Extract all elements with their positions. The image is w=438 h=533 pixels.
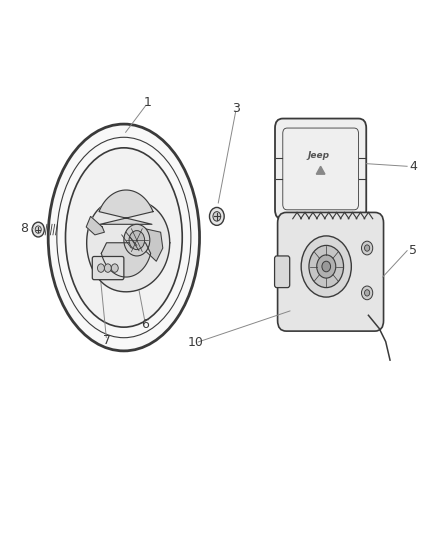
Polygon shape xyxy=(86,216,104,235)
Circle shape xyxy=(364,290,370,296)
FancyBboxPatch shape xyxy=(278,213,384,331)
Circle shape xyxy=(129,231,145,249)
Text: 7: 7 xyxy=(102,334,110,347)
Circle shape xyxy=(35,226,41,233)
FancyBboxPatch shape xyxy=(92,256,124,280)
Circle shape xyxy=(111,264,118,272)
Circle shape xyxy=(98,264,104,272)
FancyBboxPatch shape xyxy=(275,118,366,219)
Circle shape xyxy=(361,241,373,255)
Text: 5: 5 xyxy=(409,244,417,257)
Circle shape xyxy=(317,255,336,278)
Circle shape xyxy=(213,212,221,221)
Circle shape xyxy=(322,261,331,272)
Polygon shape xyxy=(316,166,325,174)
Ellipse shape xyxy=(48,124,200,351)
Circle shape xyxy=(364,245,370,251)
Text: 3: 3 xyxy=(233,102,240,115)
Text: 8: 8 xyxy=(20,222,28,235)
FancyBboxPatch shape xyxy=(275,256,290,288)
Circle shape xyxy=(309,245,343,288)
Circle shape xyxy=(124,224,150,256)
Polygon shape xyxy=(101,243,151,277)
Polygon shape xyxy=(87,199,170,292)
Text: 1: 1 xyxy=(144,96,152,109)
Circle shape xyxy=(32,222,44,237)
Text: 6: 6 xyxy=(141,318,149,331)
Ellipse shape xyxy=(66,148,182,327)
Text: Jeep: Jeep xyxy=(307,151,329,160)
Text: 10: 10 xyxy=(187,336,203,350)
Polygon shape xyxy=(99,190,153,224)
Text: 4: 4 xyxy=(409,160,417,173)
Polygon shape xyxy=(137,227,163,261)
Circle shape xyxy=(301,236,351,297)
Circle shape xyxy=(104,264,111,272)
Circle shape xyxy=(361,286,373,300)
Circle shape xyxy=(209,207,224,225)
